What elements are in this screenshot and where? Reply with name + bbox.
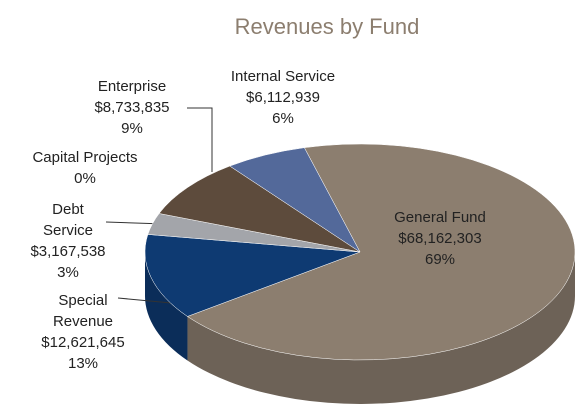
slice-label: Debt Service $3,167,538 3% bbox=[28, 199, 108, 283]
slice-value: $3,167,538 bbox=[30, 243, 106, 260]
chart-title: Revenues by Fund bbox=[234, 14, 420, 39]
slice-value: $6,112,939 bbox=[246, 89, 320, 106]
slice-label: Internal Service $6,112,939 6% bbox=[208, 66, 358, 129]
slice-label: General Fund $68,162,303 69% bbox=[370, 207, 510, 270]
slice-label: Capital Projects 0% bbox=[5, 147, 165, 189]
slice-name: Capital Projects bbox=[32, 149, 138, 166]
slice bbox=[158, 165, 361, 253]
slice-value: 9% bbox=[121, 120, 143, 137]
slice-name: Internal Service bbox=[230, 68, 336, 85]
slice-name: Enterprise bbox=[97, 78, 167, 95]
slice-value: 13% bbox=[67, 355, 99, 372]
slice bbox=[144, 234, 361, 317]
slice-name: Special Revenue bbox=[52, 292, 114, 330]
slice-value: 69% bbox=[424, 251, 456, 268]
slice bbox=[186, 143, 576, 361]
slice bbox=[229, 147, 361, 253]
slice-value: 6% bbox=[272, 110, 294, 127]
slice-label: Enterprise $8,733,835 9% bbox=[77, 76, 187, 139]
slice-value: 0% bbox=[74, 170, 96, 187]
slice-side bbox=[145, 252, 188, 361]
slice-label: Special Revenue $12,621,645 13% bbox=[38, 290, 128, 374]
slice-value: 3% bbox=[57, 264, 79, 281]
leader-line bbox=[187, 107, 213, 172]
slice-side bbox=[187, 252, 575, 404]
slice-value: $68,162,303 bbox=[398, 230, 482, 247]
slice-value: $8,733,835 bbox=[94, 99, 170, 116]
slice-name: Debt Service bbox=[42, 201, 94, 239]
slice-value: $12,621,645 bbox=[41, 334, 125, 351]
slice-name: General Fund bbox=[394, 209, 486, 226]
